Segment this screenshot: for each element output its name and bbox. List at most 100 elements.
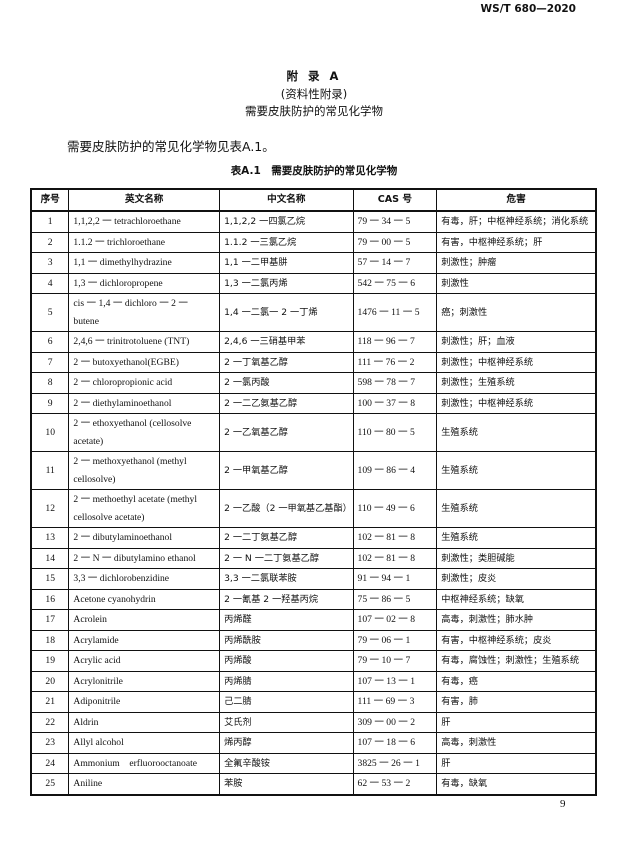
hazard: 肝 [436,711,597,733]
hazard: 生殖系统 [436,489,597,528]
hazard: 刺激性 [436,272,597,294]
hazard: 生殖系统 [436,451,597,490]
cas-number: 1476 一 11 一 5 [352,293,438,332]
hazard: 刺激性；类胆碱能 [436,547,597,569]
row-index: 21 [30,691,70,713]
chinese-name: 烯丙醇 [219,732,354,754]
english-name: Acrylamide [68,629,221,651]
hazard: 中枢神经系统；缺氧 [436,588,597,610]
table-row: 5 cis 一 1,4 一 dichloro 一 2 一 butene 1,4 一二… [30,293,597,332]
english-name: 2,4,6 一 trinitrotoluene (TNT) [68,331,221,353]
chinese-name: 1,3 一二氯丙烯 [219,272,354,294]
row-index: 19 [30,650,70,672]
english-name: 2 一 ethoxyethanol (cellosolve acetate) [68,413,221,452]
table-header-row: 序号 英文名称 中文名称 CAS 号 危害 [30,188,597,212]
english-name: 2 一 N 一 dibutylamino ethanol [68,547,221,569]
table-row: 25 Aniline 苯胺 62 一 53 一 2 有毒，缺氧 [30,773,597,795]
chinese-name: 艾氏剂 [219,711,354,733]
cas-number: 107 一 02 一 8 [352,609,438,631]
row-index: 14 [30,547,70,569]
chinese-name: 丙烯腈 [219,670,354,692]
chinese-name: 2,4,6 一三硝基甲苯 [219,331,354,353]
col-header-hazard: 危害 [436,188,597,212]
col-header-chinese: 中文名称 [219,188,354,212]
english-name: 1,1,2,2 一 tetrachloroethane [68,210,221,233]
row-index: 18 [30,629,70,651]
cas-number: 79 一 06 一 1 [352,629,438,651]
cas-number: 79 一 10 一 7 [352,650,438,672]
chemicals-table: 序号 英文名称 中文名称 CAS 号 危害 1 1,1,2,2 一 tetrach… [30,188,597,796]
row-index: 8 [30,372,70,394]
appendix-heading: 附 录 A [286,69,342,83]
table-row: 21 Adiponitrile 己二腈 111 一 69 一 3 有害，肺 [30,691,597,713]
cas-number: 109 一 86 一 4 [352,451,438,490]
hazard: 癌；刺激性 [436,293,597,332]
row-index: 25 [30,773,70,795]
cas-number: 111 一 69 一 3 [352,691,438,713]
cas-number: 110 一 80 一 5 [352,413,438,452]
row-index: 22 [30,711,70,733]
chinese-name: 2 一二丁氨基乙醇 [219,527,354,549]
english-name: Adiponitrile [68,691,221,713]
row-index: 6 [30,331,70,353]
cas-number: 79 一 00 一 5 [352,231,438,253]
hazard: 刺激性；肝；血液 [436,331,597,353]
table-row: 23 Allyl alcohol 烯丙醇 107 一 18 一 6 高毒，刺激性 [30,732,597,754]
cas-number: 100 一 37 一 8 [352,392,438,414]
cas-number: 57 一 14 一 7 [352,252,438,274]
intro-paragraph: 需要皮肤防护的常见化学物见表A.1。 [67,139,275,154]
table-row: 16 Acetone cyanohydrin 2 一氰基 2 一羟基丙烷 75 一 8… [30,588,597,610]
row-index: 20 [30,670,70,692]
english-name: Acetone cyanohydrin [68,588,221,610]
chinese-name: 2 一氰基 2 一羟基丙烷 [219,588,354,610]
chinese-name: 丙烯酸 [219,650,354,672]
table-row: 3 1,1 一 dimethylhydrazine 1,1 一二甲基肼 57 一 14… [30,252,597,274]
english-name: 2 一 chloropropionic acid [68,372,221,394]
row-index: 7 [30,351,70,373]
table-row: 11 2 一 methoxyethanol (methyl cellosolve)… [30,451,597,490]
chinese-name: 2 一乙氧基乙醇 [219,413,354,452]
table-row: 6 2,4,6 一 trinitrotoluene (TNT) 2,4,6 一三硝基… [30,331,597,353]
cas-number: 62 一 53 一 2 [352,773,438,795]
hazard: 有毒，肝；中枢神经系统；消化系统 [436,210,597,233]
table-row: 13 2 一 dibutylaminoethanol 2 一二丁氨基乙醇 102 一 … [30,527,597,549]
table-row: 20 Acrylonitrile 丙烯腈 107 一 13 一 1 有毒，癌 [30,670,597,692]
chinese-name: 2 一乙酸（2 一甲氧基乙基酯） [219,489,354,528]
row-index: 5 [30,293,70,332]
english-name: 1,1 一 dimethylhydrazine [68,252,221,274]
hazard: 生殖系统 [436,527,597,549]
appendix-title: 需要皮肤防护的常见化学物 [245,104,383,118]
english-name: 2 一 butoxyethanol(EGBE) [68,351,221,373]
cas-number: 118 一 96 一 7 [352,331,438,353]
row-index: 13 [30,527,70,549]
chinese-name: 1,1,2,2 一四氯乙烷 [219,210,354,233]
english-name: 1,3 一 dichloropropene [68,272,221,294]
hazard: 刺激性；中枢神经系统 [436,351,597,373]
english-name: Aldrin [68,711,221,733]
cas-number: 91 一 94 一 1 [352,568,438,590]
hazard: 有毒，腐蚀性；刺激性；生殖系统 [436,650,597,672]
row-index: 16 [30,588,70,610]
english-name: Acrylonitrile [68,670,221,692]
english-name: Acrolein [68,609,221,631]
english-name: 2 一 methoethyl acetate (methyl cellosolv… [68,489,221,528]
hazard: 刺激性；生殖系统 [436,372,597,394]
row-index: 10 [30,413,70,452]
row-index: 1 [30,210,70,233]
col-header-english: 英文名称 [68,188,221,212]
chinese-name: 丙烯酰胺 [219,629,354,651]
chinese-name: 丙烯醛 [219,609,354,631]
hazard: 刺激性；皮炎 [436,568,597,590]
english-name: 2 一 methoxyethanol (methyl cellosolve) [68,451,221,490]
col-header-index: 序号 [30,188,70,212]
hazard: 有害，肺 [436,691,597,713]
chinese-name: 1.1.2 一三氯乙烷 [219,231,354,253]
row-index: 11 [30,451,70,490]
chinese-name: 全氟辛酸铵 [219,752,354,774]
hazard: 有毒，缺氧 [436,773,597,795]
cas-number: 110 一 49 一 6 [352,489,438,528]
chinese-name: 己二腈 [219,691,354,713]
